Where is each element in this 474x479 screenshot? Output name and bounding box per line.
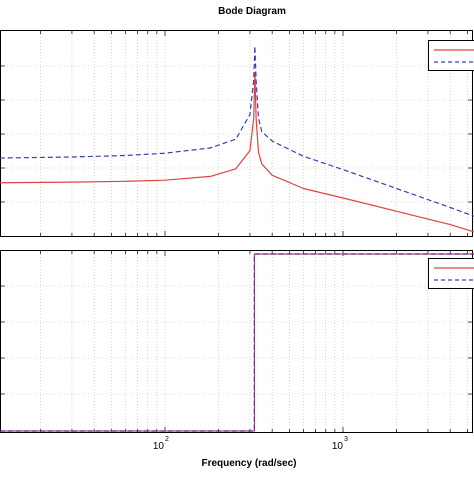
x-tick-label-1000-exponent: 3 <box>344 436 348 443</box>
phase-axes-frame <box>1 251 473 433</box>
x-axis-label: Frequency (rad/sec) <box>201 458 296 469</box>
phase-legend-box <box>429 259 474 289</box>
phase-legend <box>429 259 474 289</box>
phase-panel <box>0 251 474 433</box>
magnitude-panel <box>0 31 474 237</box>
x-tick-labels: 10 2 10 3 <box>153 436 348 452</box>
x-tick-label-1000-base: 10 <box>332 441 344 452</box>
magnitude-legend <box>429 41 474 71</box>
x-tick-label-100-base: 10 <box>153 441 165 452</box>
x-tick-label-100-exponent: 2 <box>165 436 169 443</box>
magnitude-axes-frame <box>1 31 473 237</box>
chart-title: Bode Diagram <box>218 6 286 17</box>
magnitude-legend-box <box>429 41 474 71</box>
